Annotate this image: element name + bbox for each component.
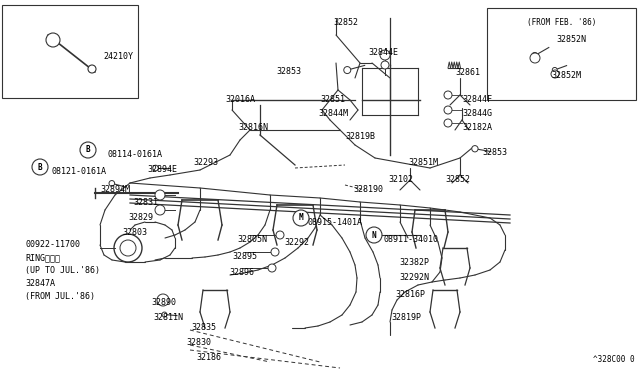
Text: 24210Y: 24210Y [103, 52, 133, 61]
Circle shape [162, 312, 167, 317]
Circle shape [366, 227, 382, 243]
Circle shape [157, 294, 169, 306]
Circle shape [268, 264, 276, 272]
Text: 32830: 32830 [186, 338, 211, 347]
Circle shape [114, 234, 142, 262]
Circle shape [444, 91, 452, 99]
Text: 32890: 32890 [151, 298, 176, 307]
Circle shape [80, 142, 96, 158]
Text: 32852M: 32852M [552, 71, 582, 80]
Text: (FROM FEB. '86): (FROM FEB. '86) [527, 17, 596, 26]
Circle shape [32, 159, 48, 175]
Text: 32819B: 32819B [345, 132, 375, 141]
Text: 08911-34010: 08911-34010 [383, 235, 438, 244]
Text: 32844M: 32844M [318, 109, 348, 118]
Text: 32811N: 32811N [153, 313, 183, 322]
Circle shape [530, 53, 540, 63]
Text: 32292: 32292 [284, 238, 309, 247]
Text: 32895: 32895 [232, 252, 257, 261]
Circle shape [271, 248, 279, 256]
Text: 32835: 32835 [191, 323, 216, 332]
Text: 32803: 32803 [122, 228, 147, 237]
Text: 32182A: 32182A [462, 123, 492, 132]
Text: 32292N: 32292N [399, 273, 429, 282]
Text: 32816P: 32816P [395, 290, 425, 299]
Text: 32293: 32293 [193, 158, 218, 167]
Text: (FROM JUL.'86): (FROM JUL.'86) [25, 292, 95, 301]
Text: 08915-1401A: 08915-1401A [308, 218, 363, 227]
Circle shape [552, 67, 557, 73]
Text: 328190: 328190 [353, 185, 383, 194]
Text: 32896: 32896 [229, 268, 254, 277]
Text: 32016A: 32016A [225, 95, 255, 104]
Circle shape [472, 145, 478, 152]
Text: 32819P: 32819P [391, 313, 421, 322]
Text: 32805N: 32805N [237, 235, 267, 244]
Text: (UP TO JUL.'86): (UP TO JUL.'86) [25, 266, 100, 275]
Text: B: B [38, 163, 42, 171]
Text: 32829: 32829 [128, 213, 153, 222]
Circle shape [109, 180, 115, 186]
Text: ^328C00 0: ^328C00 0 [593, 355, 635, 364]
Bar [487, 8, 636, 100]
Text: 08121-0161A: 08121-0161A [52, 167, 107, 176]
Circle shape [444, 106, 452, 114]
Text: 32382P: 32382P [399, 258, 429, 267]
Text: 32861: 32861 [455, 68, 480, 77]
Circle shape [532, 52, 538, 59]
Circle shape [155, 205, 165, 215]
Circle shape [381, 61, 389, 69]
Circle shape [153, 165, 159, 171]
Text: M: M [299, 214, 303, 222]
Text: 32852: 32852 [445, 175, 470, 184]
Text: 32186: 32186 [196, 353, 221, 362]
Bar [2, 5, 138, 98]
Text: RINGリング: RINGリング [25, 253, 60, 262]
Text: 32816N: 32816N [238, 123, 268, 132]
Text: 32851: 32851 [320, 95, 345, 104]
Circle shape [444, 119, 452, 127]
Circle shape [380, 50, 390, 60]
Text: 32847A: 32847A [25, 279, 55, 288]
Text: 32844F: 32844F [462, 95, 492, 104]
Circle shape [551, 70, 559, 78]
Text: 32853: 32853 [276, 67, 301, 76]
Text: B: B [86, 145, 90, 154]
Text: 32894M: 32894M [100, 185, 130, 194]
Text: 32844E: 32844E [368, 48, 398, 57]
Text: 08114-0161A: 08114-0161A [107, 150, 162, 159]
Text: 32852N: 32852N [557, 35, 586, 45]
Circle shape [155, 190, 165, 200]
Text: 32852: 32852 [333, 18, 358, 27]
Circle shape [46, 33, 60, 47]
Text: 32844G: 32844G [462, 109, 492, 118]
Text: 00922-11700: 00922-11700 [25, 240, 80, 249]
Text: 32831: 32831 [133, 198, 158, 207]
Circle shape [88, 65, 96, 73]
Circle shape [120, 240, 136, 256]
Text: 32853: 32853 [482, 148, 507, 157]
Text: 32851M: 32851M [408, 158, 438, 167]
Text: N: N [372, 231, 376, 240]
Text: 32894E: 32894E [147, 165, 177, 174]
Text: 32102: 32102 [388, 175, 413, 184]
Circle shape [276, 231, 284, 239]
Circle shape [293, 210, 309, 226]
Circle shape [344, 67, 351, 74]
